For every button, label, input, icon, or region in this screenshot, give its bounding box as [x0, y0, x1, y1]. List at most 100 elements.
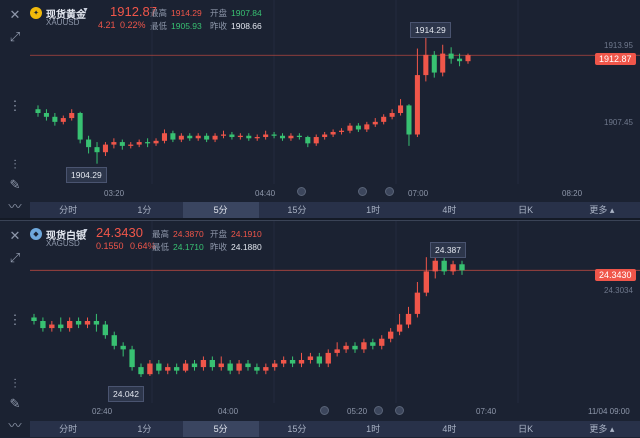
candle-body: [129, 349, 135, 368]
tab-1min[interactable]: 1分: [137, 424, 152, 434]
candle-body: [165, 367, 171, 371]
candle: [441, 257, 447, 275]
current-price-tag: 1912.87: [595, 53, 636, 65]
candles-icon[interactable]: ⋮: [8, 98, 22, 113]
product-code: XAGUSD: [46, 239, 80, 248]
tab-timeshare[interactable]: 分时: [59, 205, 78, 215]
tab-daily[interactable]: 日K: [518, 424, 534, 434]
tab-timeshare[interactable]: 分时: [59, 424, 78, 434]
event-marker[interactable]: [385, 187, 394, 196]
product-name[interactable]: 现货白银: [46, 231, 86, 242]
tab-15min[interactable]: 15分: [287, 424, 307, 434]
candle: [119, 139, 125, 150]
candle: [370, 338, 376, 350]
candle-body: [381, 116, 387, 122]
stat-high: 最高 1914.29: [150, 8, 202, 18]
candle-body: [352, 345, 358, 350]
event-marker[interactable]: [358, 187, 367, 196]
candle: [414, 282, 421, 318]
candle: [263, 130, 269, 140]
event-marker[interactable]: [395, 406, 404, 415]
event-marker[interactable]: [297, 187, 306, 196]
time-label: 02:40: [92, 407, 113, 416]
min-price-callout: 1904.29: [66, 167, 107, 183]
candle-body: [334, 349, 340, 353]
candle-body: [364, 124, 370, 130]
price-change: 4.21: [98, 20, 116, 30]
candle: [40, 317, 46, 332]
candle-body: [111, 335, 117, 346]
candle: [307, 352, 314, 364]
candle-body: [191, 363, 198, 368]
candle: [246, 133, 252, 141]
close-icon[interactable]: ✕: [9, 228, 21, 243]
candle: [60, 115, 66, 125]
event-marker[interactable]: [374, 406, 383, 415]
candle: [322, 131, 328, 140]
candle-body: [93, 321, 100, 325]
indicator-icon[interactable]: 〰: [8, 198, 22, 214]
candles-icon[interactable]: ⫶: [13, 157, 17, 172]
candle-body: [307, 356, 314, 360]
max-price-callout: 24.387: [430, 242, 466, 258]
chevron-down-icon[interactable]: ▼: [82, 228, 89, 235]
candle: [49, 321, 55, 332]
candle-body: [322, 134, 328, 138]
tab-more[interactable]: 更多 ▴: [589, 424, 615, 434]
candle: [343, 342, 349, 353]
close-icon[interactable]: ✕: [9, 7, 21, 22]
candle: [325, 349, 331, 368]
candle: [156, 360, 162, 375]
expand-icon[interactable]: ⤢: [9, 250, 21, 265]
candle-body: [423, 54, 429, 76]
candle-body: [296, 135, 302, 138]
last-price: 1912.87: [110, 4, 157, 19]
candle: [347, 123, 353, 134]
candle: [279, 133, 286, 141]
gold-candlestick-chart[interactable]: [30, 0, 640, 184]
candle: [182, 360, 189, 373]
y-axis-label: 1907.45: [604, 118, 633, 127]
candle: [465, 53, 471, 64]
tab-1hour[interactable]: 1时: [366, 424, 381, 434]
candle-body: [77, 113, 83, 140]
chevron-down-icon[interactable]: ▼: [82, 7, 89, 14]
candle: [93, 313, 100, 332]
tab-5min[interactable]: 5分: [182, 202, 259, 218]
expand-icon[interactable]: ⤢: [9, 29, 21, 44]
candle-body: [128, 144, 134, 146]
time-label: 03:20: [104, 189, 125, 198]
tab-more[interactable]: 更多 ▴: [589, 205, 615, 215]
tab-4hour[interactable]: 4时: [442, 205, 457, 215]
time-label: 07:40: [476, 407, 497, 416]
pen-icon[interactable]: ✎: [9, 396, 21, 411]
event-marker[interactable]: [320, 406, 329, 415]
candles-icon[interactable]: ⫶: [13, 376, 17, 391]
candle-body: [263, 134, 269, 138]
candle-body: [195, 135, 201, 139]
candle-body: [136, 142, 142, 145]
candle-body: [457, 58, 463, 62]
candle: [298, 352, 305, 368]
candle: [111, 138, 117, 149]
pen-icon[interactable]: ✎: [9, 177, 21, 192]
tab-1hour[interactable]: 1时: [366, 205, 381, 215]
candles-icon[interactable]: ⋮: [8, 312, 22, 327]
silver-candlestick-chart[interactable]: [30, 221, 640, 403]
candle-body: [448, 53, 454, 59]
candle: [339, 128, 345, 135]
tab-5min[interactable]: 5分: [182, 421, 259, 437]
candle: [52, 113, 58, 126]
indicator-icon[interactable]: 〰: [8, 417, 22, 433]
tab-15min[interactable]: 15分: [287, 205, 307, 215]
tab-1min[interactable]: 1分: [137, 205, 152, 215]
candle-body: [60, 118, 66, 122]
tab-4hour[interactable]: 4时: [442, 424, 457, 434]
product-name[interactable]: 现货黄金: [46, 10, 86, 21]
candle-body: [254, 137, 260, 139]
candle-body: [220, 134, 227, 136]
candle: [35, 105, 41, 117]
tab-daily[interactable]: 日K: [518, 205, 534, 215]
candle: [204, 133, 210, 143]
candle: [316, 352, 323, 368]
